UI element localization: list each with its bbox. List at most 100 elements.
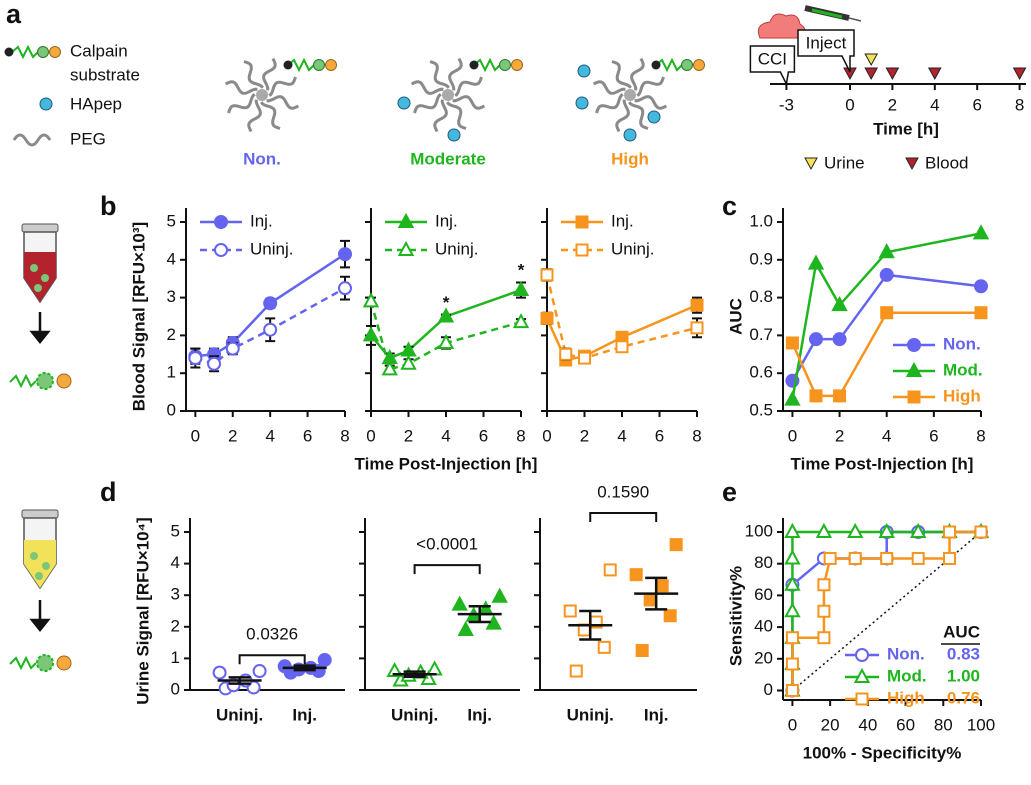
marker bbox=[823, 551, 837, 565]
x-tick-label: 20 bbox=[821, 715, 840, 734]
syringe-icon bbox=[804, 5, 862, 22]
cci-callout bbox=[749, 45, 796, 87]
y-tick-label: 1 bbox=[171, 648, 180, 667]
x-tick-label: 6 bbox=[929, 426, 938, 445]
legend-label: Inj. bbox=[611, 211, 634, 230]
x-tick-label: 8 bbox=[692, 426, 701, 445]
marker bbox=[690, 298, 704, 312]
substrate-dot bbox=[651, 60, 661, 70]
substrate-dot bbox=[693, 59, 705, 71]
legend-marker bbox=[907, 390, 921, 404]
cleaved-dot bbox=[36, 372, 54, 390]
marker bbox=[784, 390, 801, 406]
peg-arm bbox=[592, 80, 626, 95]
substrate-linker bbox=[473, 57, 501, 73]
panel-label: d bbox=[100, 477, 117, 507]
legend-label: High bbox=[943, 386, 981, 405]
urine-sample bbox=[864, 53, 879, 67]
marker bbox=[563, 604, 577, 618]
timeline-tick-label: 0 bbox=[845, 95, 854, 114]
p-value: <0.0001 bbox=[416, 535, 478, 554]
peg-arm bbox=[266, 95, 300, 110]
nanoparticle bbox=[575, 57, 705, 142]
marker bbox=[540, 268, 554, 282]
x-tick-label: 6 bbox=[479, 426, 488, 445]
legend-text: Calpain bbox=[70, 41, 128, 60]
sem-bar bbox=[468, 605, 491, 624]
marker bbox=[832, 332, 847, 347]
annotation: * bbox=[518, 261, 525, 280]
y-tick-label: 1 bbox=[167, 363, 176, 382]
peg-arm bbox=[636, 76, 665, 97]
legend-marker bbox=[575, 215, 589, 229]
timeline-tick-label: 6 bbox=[972, 95, 981, 114]
y-tick-label: 0.6 bbox=[749, 363, 773, 382]
cci-label: CCI bbox=[758, 49, 787, 68]
marker bbox=[878, 243, 895, 259]
legend-marker bbox=[853, 667, 871, 683]
hapep-icon bbox=[39, 97, 53, 111]
hapep-dot bbox=[647, 110, 661, 124]
marker bbox=[809, 389, 823, 403]
annotation: * bbox=[443, 293, 450, 312]
marker bbox=[317, 652, 332, 667]
marker bbox=[540, 311, 554, 325]
substrate-dot bbox=[49, 46, 61, 58]
marker bbox=[911, 551, 925, 565]
y-tick-label: 2 bbox=[171, 616, 180, 635]
nanoparticle bbox=[224, 57, 337, 133]
syringe-fill bbox=[811, 8, 843, 19]
y-tick-label: 20 bbox=[754, 648, 773, 667]
x-tick-label: 0 bbox=[191, 426, 200, 445]
x-axis-label: Time Post-Injection [h] bbox=[791, 454, 974, 473]
marker bbox=[785, 631, 799, 645]
legend-marker bbox=[397, 240, 415, 256]
marker bbox=[451, 595, 468, 611]
timeline-tick-label: 2 bbox=[888, 95, 897, 114]
marker bbox=[629, 568, 643, 582]
tube-liquid bbox=[24, 540, 56, 588]
x-tick-label: 2 bbox=[228, 426, 237, 445]
inject-callout bbox=[797, 29, 855, 73]
marker bbox=[400, 354, 417, 370]
syringe-needle bbox=[848, 17, 862, 22]
x-tick-label: Inj. bbox=[644, 705, 669, 724]
x-tick-label: 8 bbox=[340, 426, 349, 445]
hapep-dot bbox=[623, 128, 637, 142]
peg-arm bbox=[410, 80, 444, 95]
particle-label: Non. bbox=[243, 149, 281, 168]
y-axis-label: Urine Signal [RFU×10⁴] bbox=[133, 517, 152, 704]
legend-label: Mod. bbox=[943, 360, 983, 379]
y-tick-label: 3 bbox=[171, 585, 180, 604]
x-tick-label: 4 bbox=[617, 426, 626, 445]
substrate-icon bbox=[4, 44, 61, 60]
legend-text: Urine bbox=[824, 153, 865, 172]
legend-marker bbox=[855, 648, 869, 662]
x-tick-label: 4 bbox=[882, 426, 891, 445]
substrate-dot bbox=[313, 59, 325, 71]
panel-label: a bbox=[6, 0, 22, 29]
x-tick-label: 4 bbox=[441, 426, 450, 445]
marker bbox=[263, 322, 278, 337]
marker bbox=[277, 659, 292, 674]
legend-label: Uninj. bbox=[611, 239, 654, 258]
x-tick-label: 0 bbox=[788, 426, 797, 445]
marker bbox=[972, 224, 990, 240]
legend-label: Non. bbox=[943, 334, 981, 353]
marker bbox=[833, 389, 847, 403]
substrate-linker bbox=[287, 57, 315, 73]
x-tick-label: 80 bbox=[934, 715, 953, 734]
tube-particle bbox=[30, 552, 38, 560]
tube-particle bbox=[30, 264, 38, 272]
sem-bar bbox=[228, 676, 251, 685]
x-tick-label: Inj. bbox=[292, 705, 317, 724]
y-tick-label: 100 bbox=[745, 521, 773, 540]
hapep-dot bbox=[397, 96, 411, 110]
marker bbox=[784, 549, 801, 565]
x-tick-label: 2 bbox=[404, 426, 413, 445]
marker bbox=[784, 602, 801, 618]
p-value: 0.1590 bbox=[597, 483, 649, 502]
peg-arm bbox=[615, 99, 630, 133]
x-tick-label: Uninj. bbox=[216, 705, 263, 724]
